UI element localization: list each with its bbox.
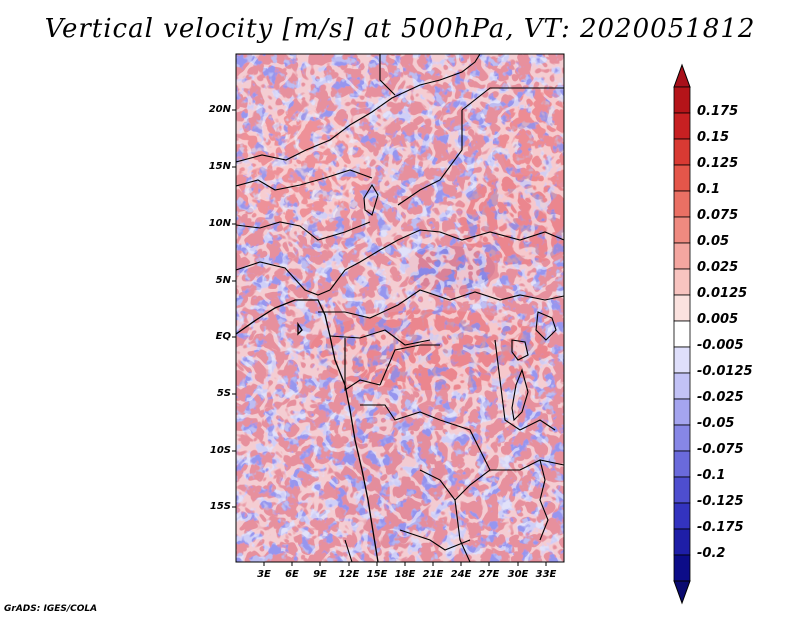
colorbar-tick-label: -0.125 [697, 494, 744, 509]
colorbar-bottom-triangle [673, 580, 691, 605]
colorbar-tick-label: -0.025 [697, 390, 744, 405]
lon-label: 3E [257, 569, 271, 580]
lon-label: 24E [450, 569, 472, 580]
colorbar-tick-label: -0.005 [697, 338, 744, 353]
colorbar-tick-label: 0.0125 [697, 286, 748, 301]
lon-label: 12E [338, 569, 360, 580]
colorbar-tick-label: 0.075 [697, 208, 739, 223]
colorbar-tick-label: 0.1 [697, 182, 721, 197]
colorbar-tick-label: -0.175 [697, 520, 744, 535]
lon-label: 6E [285, 569, 299, 580]
colorbar-tick-label: -0.2 [697, 546, 726, 561]
colorbar-segment [673, 398, 691, 426]
colorbar-segment [673, 346, 691, 374]
colorbar-segment [673, 164, 691, 192]
lat-label: 15N [208, 161, 231, 172]
lat-label: 5S [216, 388, 231, 399]
lon-label: 33E [535, 569, 557, 580]
colorbar-tick-label: 0.025 [697, 260, 739, 275]
lat-label: 5N [215, 275, 231, 286]
colorbar-segment [673, 554, 691, 582]
chart-title: Vertical velocity [m/s] at 500hPa, VT: 2… [44, 14, 756, 44]
colorbar-segment [673, 476, 691, 504]
lon-label: 30E [507, 569, 529, 580]
lon-label: 21E [422, 569, 444, 580]
plot-frame [235, 53, 565, 563]
colorbar-segment [673, 190, 691, 218]
colorbar-segment [673, 138, 691, 166]
lon-label: 15E [366, 569, 388, 580]
colorbar-tick-label: 0.125 [697, 156, 739, 171]
colorbar-tick-label: -0.0125 [697, 364, 753, 379]
colorbar-segment [673, 372, 691, 400]
colorbar-tick-label: -0.1 [697, 468, 726, 483]
lon-label: 27E [478, 569, 500, 580]
lon-label: 9E [313, 569, 327, 580]
lat-label: 20N [208, 104, 231, 115]
lat-label: EQ [215, 331, 231, 342]
colorbar-segment [673, 502, 691, 530]
colorbar-segment [673, 268, 691, 296]
colorbar-segment [673, 320, 691, 348]
lat-label: 10N [208, 218, 231, 229]
colorbar-segment [673, 112, 691, 140]
colorbar-segment [673, 424, 691, 452]
colorbar-tick-label: -0.075 [697, 442, 744, 457]
colorbar-segment [673, 242, 691, 270]
lat-label: 15S [209, 501, 231, 512]
lat-label: 10S [209, 445, 231, 456]
credit-text: GrADS: IGES/COLA [4, 604, 98, 614]
field-shading [236, 54, 564, 562]
colorbar-segment [673, 528, 691, 556]
coastline [236, 299, 379, 562]
colorbar-segment [673, 450, 691, 478]
colorbar-segment [673, 294, 691, 322]
colorbar-tick-label: 0.15 [697, 130, 730, 145]
country-borders [236, 54, 564, 562]
axis-ticks [232, 109, 547, 566]
colorbar-segment [673, 216, 691, 244]
colorbar-top-triangle [673, 63, 691, 88]
lon-label: 18E [394, 569, 416, 580]
colorbar-tick-label: 0.005 [697, 312, 739, 327]
colorbar [673, 63, 691, 605]
colorbar-segment [673, 86, 691, 114]
colorbar-tick-label: 0.05 [697, 234, 730, 249]
colorbar-tick-label: 0.175 [697, 104, 739, 119]
colorbar-tick-label: -0.05 [697, 416, 735, 431]
